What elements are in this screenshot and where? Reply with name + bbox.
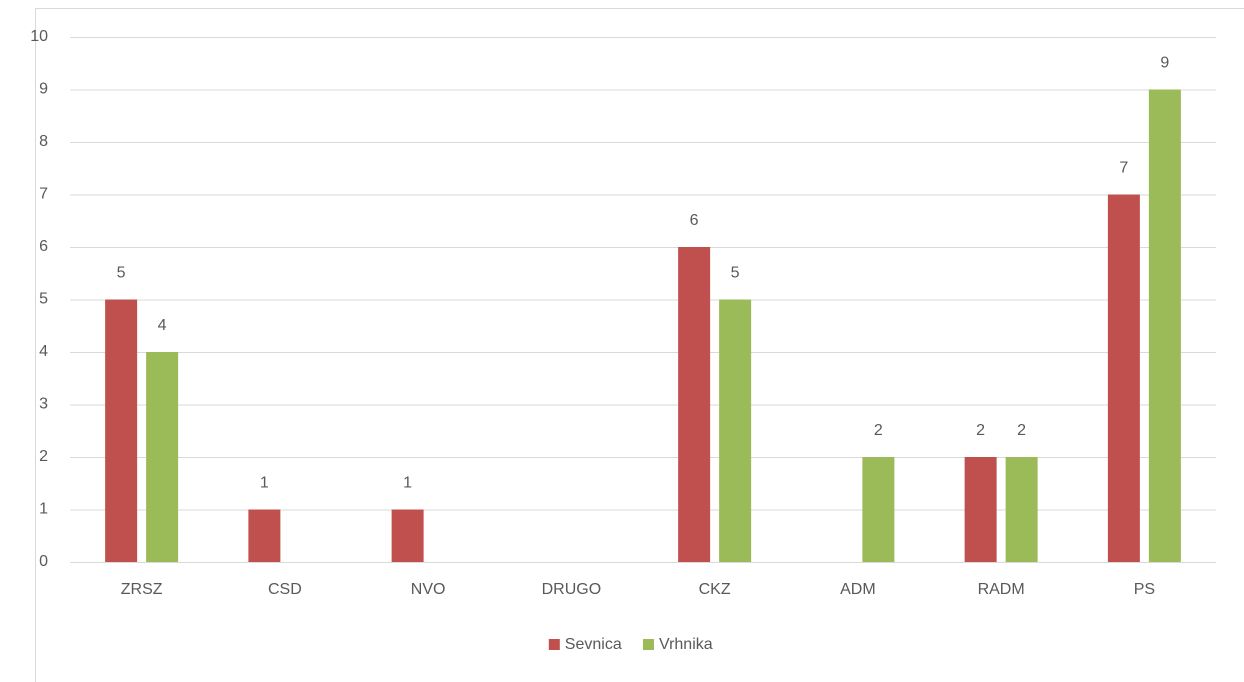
legend-swatch [548,639,560,650]
bar [964,457,997,562]
x-tick-label: RADM [978,581,1025,598]
bar [1107,194,1140,562]
legend-label: Vrhnika [659,636,713,653]
y-tick-label: 10 [30,28,48,45]
x-tick-label: PS [1134,581,1155,598]
x-tick-label: ZRSZ [121,581,163,598]
chart-border [35,8,1244,682]
data-label: 7 [1119,160,1128,177]
data-label: 2 [874,422,883,439]
bar [105,299,138,562]
x-tick-label: CSD [268,581,302,598]
y-tick-label: 2 [39,448,48,465]
data-label: 6 [690,212,699,229]
data-label: 5 [117,265,126,282]
y-tick-label: 4 [39,343,48,360]
y-tick-label: 1 [39,501,48,518]
data-label: 2 [1017,422,1026,439]
data-label: 9 [1160,55,1169,72]
y-tick-label: 9 [39,81,48,98]
legend-label: Sevnica [565,636,622,653]
y-tick-label: 0 [39,553,48,570]
data-label: 4 [158,317,167,334]
y-tick-label: 7 [39,186,48,203]
y-tick-label: 6 [39,238,48,255]
bar [1005,457,1038,562]
bar [1148,89,1181,562]
bar [391,509,424,562]
bar [862,457,895,562]
y-tick-label: 8 [39,133,48,150]
data-label: 2 [976,422,985,439]
bar [678,247,711,562]
x-tick-label: NVO [411,581,446,598]
x-tick-label: ADM [840,581,876,598]
y-tick-label: 5 [39,291,48,308]
bar [719,299,752,562]
data-label: 5 [731,265,740,282]
data-label: 1 [403,475,412,492]
x-tick-label: CKZ [699,581,731,598]
bar [146,352,179,562]
x-tick-label: DRUGO [542,581,602,598]
legend-swatch [643,639,654,650]
data-label: 1 [260,475,269,492]
y-tick-label: 3 [39,396,48,413]
bar [248,509,281,562]
